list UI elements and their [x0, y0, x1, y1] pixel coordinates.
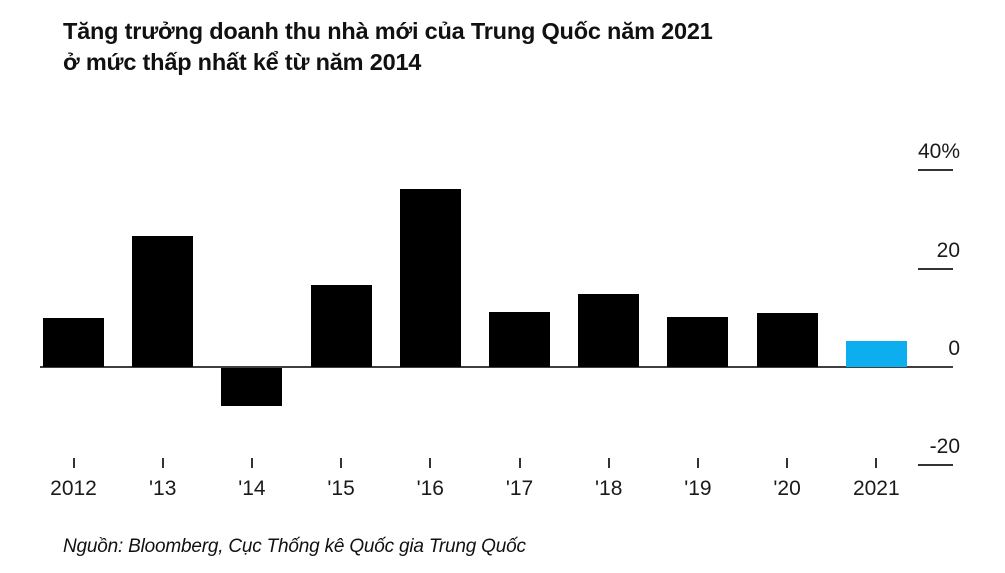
y-axis-tick: [918, 267, 953, 270]
bar-18: [578, 294, 640, 367]
bar-13: [132, 236, 194, 367]
chart-title-line2: ở mức thấp nhất kể từ năm 2014: [63, 49, 422, 75]
x-axis-label: '16: [416, 477, 444, 500]
x-axis-tick: [72, 458, 75, 468]
bar-19: [667, 316, 729, 367]
bar-2021: [845, 340, 907, 367]
x-axis-label: '14: [238, 477, 266, 500]
x-axis-tick: [518, 458, 521, 468]
bar-17: [489, 311, 550, 367]
x-axis-line: [40, 366, 953, 368]
bar-2012: [43, 317, 104, 367]
x-axis-tick: [250, 458, 253, 468]
x-axis-label: '20: [773, 477, 801, 500]
x-axis-label: 2021: [852, 477, 900, 500]
source-note: Nguồn: Bloomberg, Cục Thống kê Quốc gia …: [63, 536, 526, 557]
x-axis-label: 2012: [50, 477, 97, 500]
y-axis-tick: [918, 464, 953, 467]
y-axis-tick: [918, 169, 953, 172]
x-axis-tick: [875, 458, 878, 468]
x-axis-tick: [696, 458, 699, 468]
x-axis-tick: [607, 458, 610, 468]
bar-16: [399, 188, 461, 367]
x-axis-tick: [340, 458, 343, 468]
x-axis-tick: [786, 458, 789, 468]
x-axis-label: '13: [149, 477, 177, 500]
bar-15: [310, 285, 372, 367]
y-axis-label: -20: [929, 435, 960, 459]
y-axis-label: 20: [936, 238, 960, 262]
bar-20: [756, 313, 818, 367]
x-axis-label: '18: [595, 477, 623, 500]
bar-14: [221, 368, 283, 407]
x-axis-tick: [161, 458, 164, 468]
y-axis-label: 40%: [917, 140, 960, 164]
x-axis-label: '19: [684, 477, 712, 500]
x-axis-label: '15: [327, 477, 355, 500]
chart-title-line1: Tăng trưởng doanh thu nhà mới của Trung …: [63, 18, 713, 44]
y-axis-label: 0: [948, 337, 960, 360]
chart-title: Tăng trưởng doanh thu nhà mới của Trung …: [63, 16, 713, 78]
x-axis-label: '17: [505, 477, 534, 500]
x-axis-tick: [429, 458, 432, 468]
